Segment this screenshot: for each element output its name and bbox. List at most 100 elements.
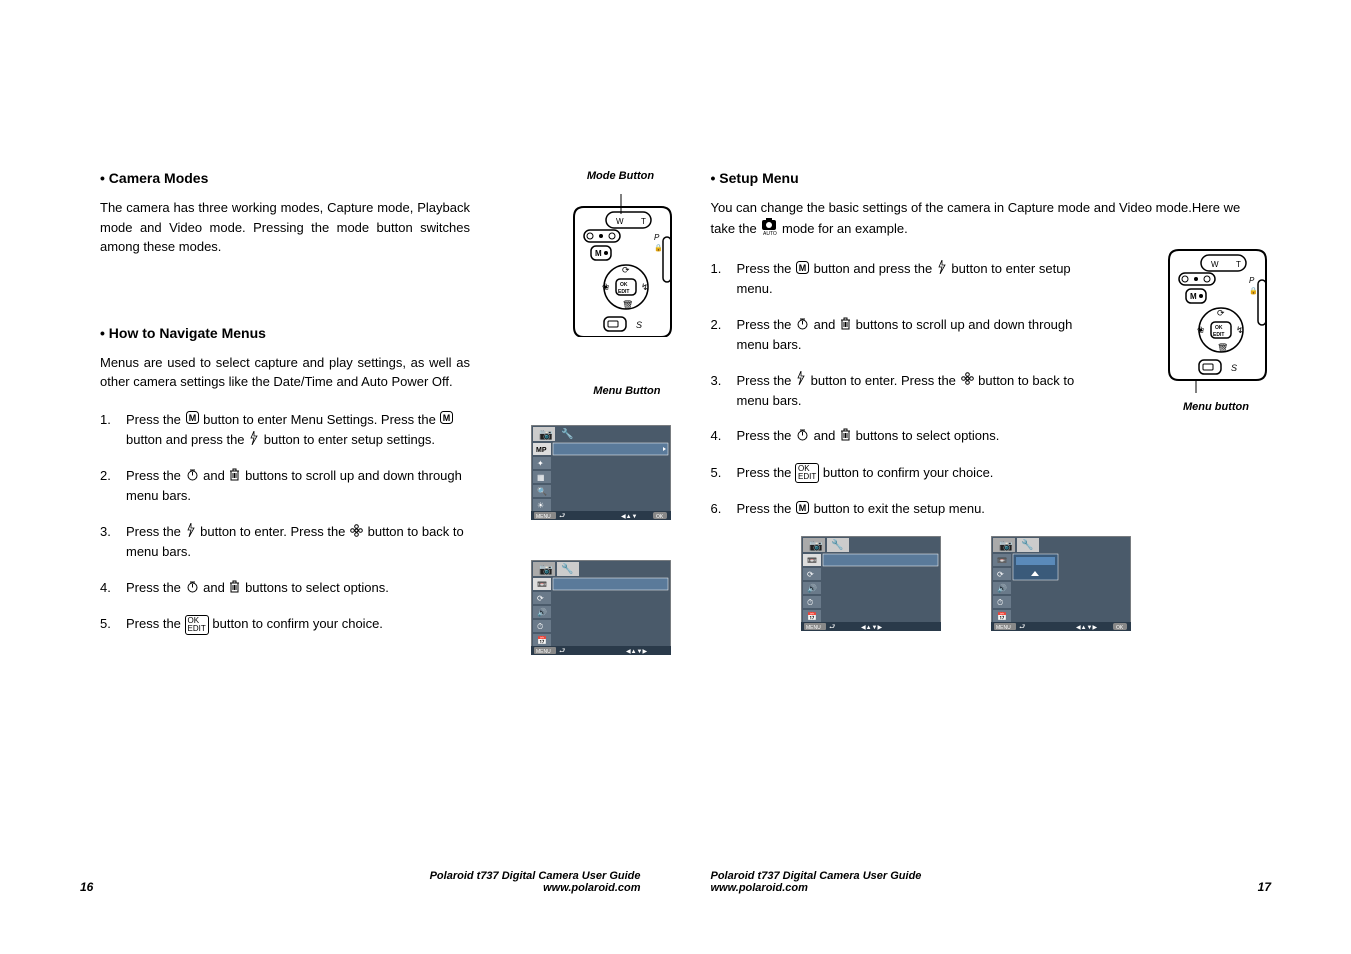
svg-text:W: W <box>616 217 624 226</box>
page-right: • Setup Menu You can change the basic se… <box>676 170 1272 894</box>
step-number: 4. <box>100 578 111 598</box>
m-button-icon: M <box>440 410 453 430</box>
svg-text:OK: OK <box>620 282 628 288</box>
svg-text:MP: MP <box>536 447 547 454</box>
step-number: 1. <box>100 410 111 430</box>
nav-step-4: 4. Press the and buttons to select optio… <box>100 578 470 598</box>
nav-step-3: 3. Press the button to enter. Press the … <box>100 522 470 562</box>
svg-text:⟳: ⟳ <box>807 570 814 579</box>
svg-text:P: P <box>1249 276 1255 285</box>
m-button-icon: M <box>796 500 809 520</box>
svg-text:M: M <box>1190 292 1197 301</box>
trash-icon <box>229 579 240 599</box>
svg-text:❀: ❀ <box>1197 325 1205 335</box>
mode-button-label: Mode Button <box>566 170 676 182</box>
svg-text:⮐: ⮐ <box>1019 624 1025 631</box>
svg-text:OK: OK <box>1116 625 1124 631</box>
timer-icon <box>796 316 809 336</box>
setup-step-2: 2. Press the and buttons to scroll up an… <box>711 315 1106 355</box>
svg-text:OK: OK <box>1215 325 1223 331</box>
step-text: Press the M button and press the button … <box>737 261 1071 296</box>
flash-icon <box>796 371 806 391</box>
svg-text:📅: 📅 <box>997 611 1007 621</box>
footer-right: Polaroid t737 Digital Camera User Guide … <box>711 870 922 894</box>
m-button-icon: M <box>186 410 199 430</box>
svg-text:⟳: ⟳ <box>1217 308 1225 318</box>
step-text: Press the button to enter. Press the but… <box>126 524 464 559</box>
trash-icon <box>840 427 851 447</box>
svg-text:▦: ▦ <box>537 473 545 482</box>
camera-back-diagram: W T M OK EDIT ❀ ↯ ⟳ 🗑 S P 🔒 <box>566 182 676 337</box>
svg-text:🔒: 🔒 <box>654 244 663 252</box>
step-number: 2. <box>100 466 111 486</box>
step-number: 5. <box>711 463 722 483</box>
flash-icon <box>937 260 947 280</box>
svg-text:◀▲▼: ◀▲▼ <box>621 514 638 520</box>
svg-text:M: M <box>595 249 602 258</box>
svg-text:⮐: ⮐ <box>559 648 565 655</box>
setup-step-6: 6. Press the M button to exit the setup … <box>711 499 1252 519</box>
svg-text:M: M <box>799 503 807 513</box>
svg-text:📅: 📅 <box>537 635 547 645</box>
menu-button-label-right: Menu button <box>1161 401 1271 413</box>
step-text: Press the OKEDIT button to confirm your … <box>126 616 383 631</box>
svg-text:⏱: ⏱ <box>807 598 813 607</box>
step-text: Press the M button to exit the setup men… <box>737 501 985 516</box>
step-number: 5. <box>100 614 111 634</box>
svg-text:⟳: ⟳ <box>537 594 544 603</box>
svg-text:🔧: 🔧 <box>831 538 843 551</box>
footer-title: Polaroid t737 Digital Camera User Guide <box>430 870 641 882</box>
svg-text:OK: OK <box>656 514 664 520</box>
navigate-menus-intro: Menus are used to select capture and pla… <box>100 353 470 392</box>
camera-auto-icon: AUTO <box>761 218 777 242</box>
nav-step-1: 1. Press the M button to enter Menu Sett… <box>100 410 470 451</box>
svg-text:🔧: 🔧 <box>1021 538 1033 551</box>
svg-text:🔍: 🔍 <box>537 486 547 496</box>
menu-screenshot-3: 📷 🔧 📼 ⟳ 🔊 ⏱ 📅 MENU ⮐ ◀▲▼▶ <box>801 536 941 631</box>
trash-icon <box>840 316 851 336</box>
svg-text:📅: 📅 <box>807 611 817 621</box>
svg-text:◀▲▼▶: ◀▲▼▶ <box>626 649 647 655</box>
step-number: 6. <box>711 499 722 519</box>
setup-step-5: 5. Press the OKEDIT button to confirm yo… <box>711 463 1252 484</box>
flash-icon <box>186 523 196 543</box>
camera-back-figure-right: W T M OK EDIT ❀ ↯ ⟳ 🗑 S P 🔒 Menu button <box>1161 245 1271 413</box>
camera-back-diagram: W T M OK EDIT ❀ ↯ ⟳ 🗑 S P 🔒 <box>1161 245 1271 400</box>
svg-text:S: S <box>636 320 642 330</box>
svg-text:◀▲▼▶: ◀▲▼▶ <box>861 625 882 631</box>
camera-modes-heading: • Camera Modes <box>100 170 470 186</box>
svg-text:🔒: 🔒 <box>1249 287 1258 295</box>
svg-text:M: M <box>188 413 196 423</box>
ok-edit-icon: OKEDIT <box>185 615 209 635</box>
step-number: 3. <box>711 371 722 391</box>
page-number-right: 17 <box>1258 880 1271 894</box>
svg-text:📼: 📼 <box>807 556 817 565</box>
svg-text:📼: 📼 <box>997 556 1007 565</box>
trash-icon <box>229 467 240 487</box>
svg-text:↯: ↯ <box>1236 325 1244 335</box>
svg-text:↯: ↯ <box>641 282 649 292</box>
nav-step-5: 5. Press the OKEDIT button to confirm yo… <box>100 614 470 635</box>
svg-text:MENU: MENU <box>536 514 551 520</box>
flower-icon <box>961 371 974 391</box>
mode-button-figure: Mode Button W T M OK EDIT ❀ ↯ ⟳ 🗑 S <box>566 170 676 342</box>
step-number: 2. <box>711 315 722 335</box>
step-text: Press the and buttons to scroll up and d… <box>126 468 462 503</box>
svg-text:T: T <box>1236 260 1241 269</box>
svg-text:EDIT: EDIT <box>1213 332 1224 338</box>
svg-text:P: P <box>654 233 660 242</box>
step-text: Press the and buttons to scroll up and d… <box>737 317 1073 352</box>
footer-url: www.polaroid.com <box>430 882 641 894</box>
svg-text:MENU: MENU <box>806 625 821 631</box>
nav-step-2: 2. Press the and buttons to scroll up an… <box>100 466 470 506</box>
footer-title: Polaroid t737 Digital Camera User Guide <box>711 870 922 882</box>
setup-step-3: 3. Press the button to enter. Press the … <box>711 371 1106 411</box>
svg-text:🔊: 🔊 <box>997 583 1007 593</box>
svg-text:❀: ❀ <box>602 282 610 292</box>
page-left: • Camera Modes The camera has three work… <box>80 170 676 894</box>
step-number: 4. <box>711 426 722 446</box>
menu-screenshot-2: 📷 🔧 📼 ⟳ 🔊 ⏱ 📅 MENU ⮐ ◀▲▼▶ <box>531 560 671 660</box>
svg-text:📷: 📷 <box>809 540 823 552</box>
svg-text:☀: ☀ <box>537 501 544 510</box>
svg-text:📷: 📷 <box>999 540 1013 552</box>
